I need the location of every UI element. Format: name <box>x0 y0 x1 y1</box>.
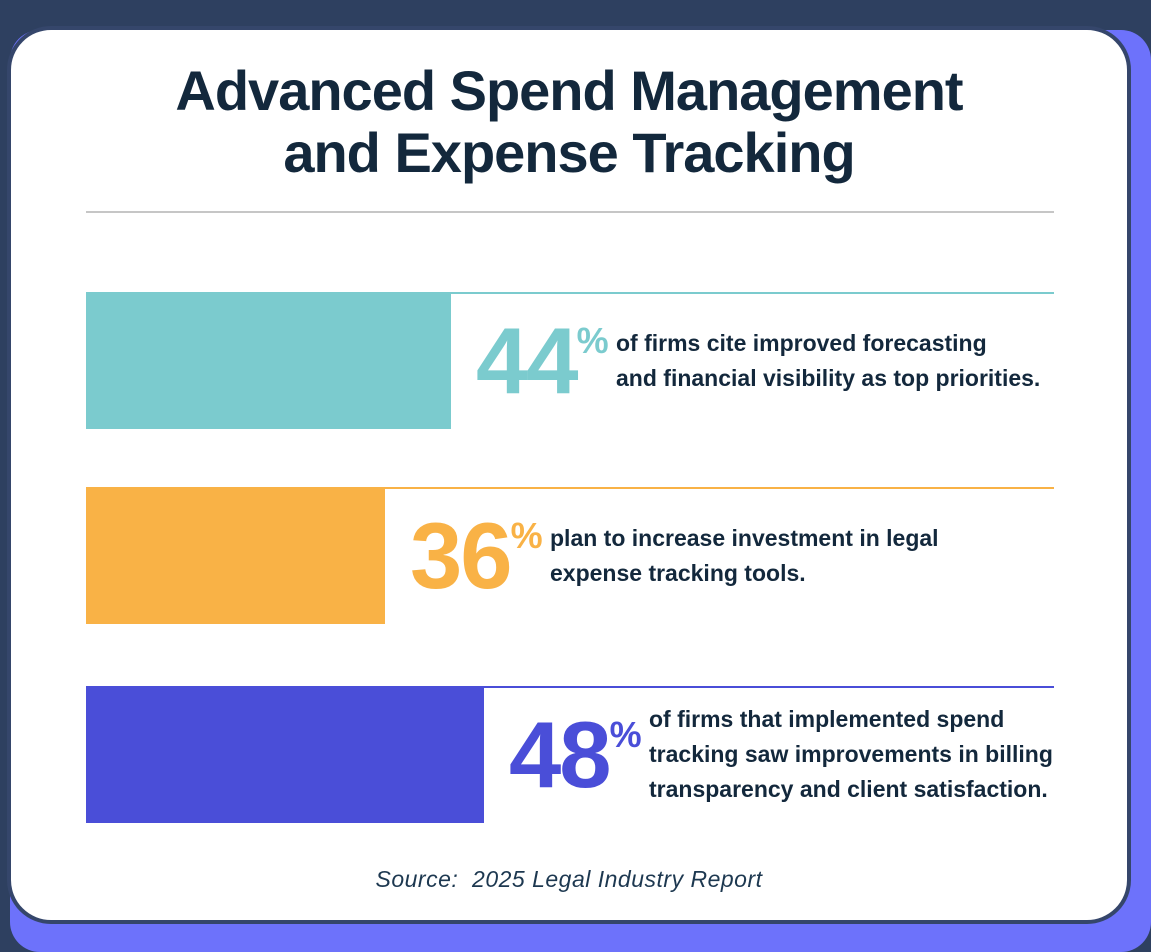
title-divider <box>86 211 1054 213</box>
percent-sign: % <box>510 514 543 556</box>
stat-row: 48% of firms that implemented spend trac… <box>86 686 1054 823</box>
source-note: Source: 2025 Legal Industry Report <box>375 866 763 892</box>
stat-bar <box>86 292 451 429</box>
stat-row: 44% of firms cite improved forecasting a… <box>86 292 1054 429</box>
title-line-2: and Expense Tracking <box>283 121 855 184</box>
desc-line: and financial visibility as top prioriti… <box>616 364 1041 391</box>
stat-number: 48% <box>509 707 642 802</box>
stat-value: 44 <box>476 307 579 413</box>
desc-line: of firms that implemented spend <box>649 706 1005 732</box>
stat-value: 36 <box>410 502 513 608</box>
desc-line: plan to increase investment in legal <box>550 524 939 551</box>
bar-baseline <box>86 487 1054 489</box>
page-title: Advanced Spend Management and Expense Tr… <box>11 60 1127 184</box>
bar-baseline <box>86 292 1054 294</box>
desc-line: of firms cite improved forecasting <box>616 329 987 356</box>
stat-number: 44% <box>476 313 609 408</box>
stat-number: 36% <box>410 508 543 603</box>
bar-baseline <box>86 686 1054 688</box>
desc-line: expense tracking tools. <box>550 559 806 586</box>
stat-row: 36% plan to increase investment in legal… <box>86 487 1054 624</box>
stat-value: 48 <box>509 701 612 807</box>
stat-desc: of firms that implemented spend tracking… <box>649 686 1053 823</box>
percent-sign: % <box>609 713 642 755</box>
percent-sign: % <box>576 319 609 361</box>
desc-line: transparency and client satisfaction. <box>649 776 1048 802</box>
desc-line: tracking saw improvements in billing <box>649 741 1053 767</box>
infographic-card: Advanced Spend Management and Expense Tr… <box>7 26 1131 924</box>
title-line-1: Advanced Spend Management <box>175 59 963 122</box>
stat-desc: of firms cite improved forecasting and f… <box>616 292 1040 429</box>
stat-desc: plan to increase investment in legal exp… <box>550 487 939 624</box>
stat-bar <box>86 487 385 624</box>
stat-bar <box>86 686 484 823</box>
